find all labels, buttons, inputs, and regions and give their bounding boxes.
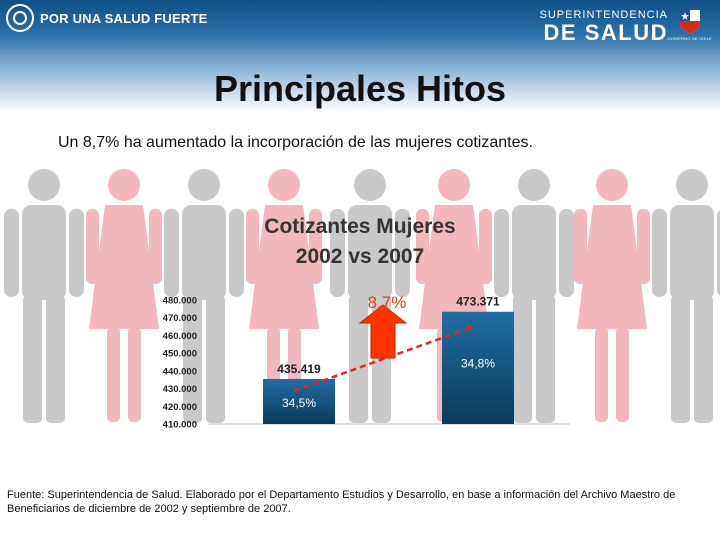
- bar-share-label: 34,5%: [282, 396, 316, 410]
- slide-title: Principales Hitos: [213, 68, 507, 109]
- chile-shield-icon: [680, 10, 700, 33]
- bar-2002: [263, 378, 335, 424]
- female-figure-icon: [574, 169, 650, 422]
- trend-arrowhead-icon: [465, 324, 473, 332]
- y-tick-label: 420.000: [163, 402, 197, 413]
- agency-name-line1: SUPERINTENDENCIA: [539, 9, 668, 21]
- y-tick-label: 440.000: [163, 366, 197, 377]
- male-figure-icon: [4, 169, 84, 423]
- y-tick-label: 450.000: [163, 349, 197, 360]
- slide-subtitle: Un 8,7% ha aumentado la incorporación de…: [58, 134, 533, 151]
- cotizantes-chart: Cotizantes Mujeres 2002 vs 2007 410.000 4…: [163, 215, 570, 431]
- y-tick-label: 430.000: [163, 384, 197, 395]
- y-tick-label: 480.000: [163, 296, 197, 307]
- agency-logo: SUPERINTENDENCIA DE SALUD GOBIERNO DE CH…: [522, 6, 712, 46]
- brand-logo: POR UNA SALUD FUERTE: [6, 4, 207, 32]
- trend-line: [293, 328, 466, 393]
- y-tick-label: 460.000: [163, 331, 197, 342]
- brand-text: POR UNA SALUD FUERTE: [40, 10, 208, 26]
- source-note: Fuente: Superintendencia de Salud. Elabo…: [7, 489, 676, 515]
- y-tick-label: 470.000: [163, 313, 197, 324]
- bar-2007: [442, 311, 514, 424]
- growth-arrow-icon: [358, 304, 408, 359]
- bar-value-label: 473.371: [456, 295, 500, 309]
- chart-title-line2: 2002 vs 2007: [296, 245, 424, 268]
- logo-icon: [6, 4, 34, 32]
- agency-name-line2: DE SALUD: [543, 20, 668, 45]
- gov-label: GOBIERNO DE CHILE: [667, 36, 712, 41]
- growth-label: 8,7%: [368, 293, 407, 312]
- bar-share-label: 34,8%: [461, 357, 495, 371]
- y-tick-label: 410.000: [163, 420, 197, 431]
- bar-value-label: 435.419: [277, 362, 321, 376]
- male-figure-icon: [652, 169, 720, 423]
- chart-title-line1: Cotizantes Mujeres: [264, 215, 455, 238]
- header-bar: POR UNA SALUD FUERTE SUPERINTENDENCIA DE…: [0, 0, 720, 112]
